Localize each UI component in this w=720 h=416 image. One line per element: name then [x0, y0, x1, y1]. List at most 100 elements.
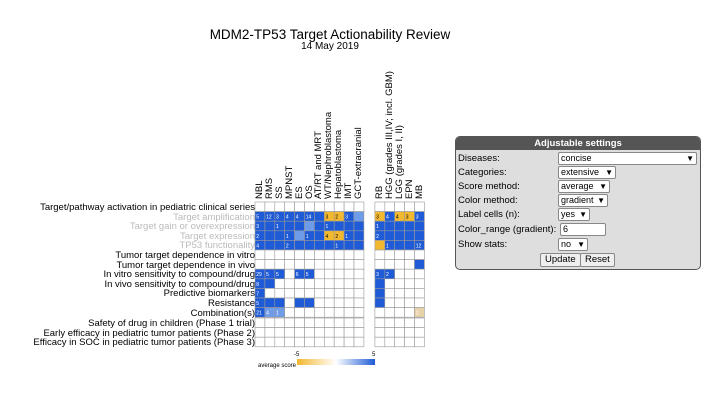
- heatmap-cell: [284, 249, 295, 260]
- heatmap-cell: [294, 336, 305, 348]
- chevron-down-icon: ▼: [597, 196, 605, 205]
- heatmap-cell: [404, 201, 415, 212]
- heatmap-cell: [343, 297, 355, 308]
- row-label: Safety of drug in children (Phase 1 tria…: [88, 318, 255, 329]
- heatmap-cell-count: 21: [256, 311, 262, 317]
- heatmap-cell-count: 6: [296, 272, 299, 278]
- heatmap-cell: [294, 288, 305, 299]
- categories-label: Categories:: [458, 167, 507, 178]
- heatmap-cell: [323, 278, 335, 289]
- color-method-select-value: gradient: [561, 195, 594, 205]
- heatmap-cell: [414, 249, 425, 260]
- heatmap-cell: [394, 278, 405, 289]
- heatmap-cell: [264, 336, 276, 348]
- color-range-input-value: 6: [563, 224, 569, 234]
- heatmap-cell-count: 2: [355, 272, 358, 278]
- categories-select[interactable]: extensive ▼: [558, 166, 616, 179]
- heatmap-cell: [254, 336, 266, 348]
- reset-button[interactable]: Reset: [580, 253, 615, 267]
- heatmap-cell: [274, 278, 285, 289]
- heatmap-cell: [404, 288, 415, 299]
- heatmap-cell: [294, 327, 305, 338]
- update-button[interactable]: Update: [540, 253, 581, 267]
- heatmap-cell-count: 3: [376, 215, 379, 221]
- heatmap-cell: [353, 297, 365, 308]
- heatmap-cell-count: 1: [335, 243, 338, 249]
- row-label: Tumor target dependence in vitro: [115, 250, 255, 261]
- heatmap-cell: [264, 278, 276, 289]
- heatmap-cell: [264, 259, 276, 270]
- heatmap-cell-count: 1: [306, 234, 309, 240]
- color-range-input[interactable]: 6: [560, 223, 606, 236]
- heatmap-cell: [314, 297, 325, 308]
- label-cells-label: Label cells (n):: [458, 209, 520, 220]
- heatmap-cell: [404, 268, 415, 280]
- heatmap-cell-count: 2: [256, 234, 259, 240]
- heatmap-cell: [323, 336, 335, 348]
- diseases-label: Diseases:: [458, 153, 500, 164]
- heatmap-cell: [374, 336, 386, 348]
- heatmap-cell: [394, 230, 405, 241]
- score-method-select[interactable]: average ▼: [558, 180, 610, 193]
- heatmap-cell: [274, 230, 285, 241]
- show-stats-select[interactable]: no ▼: [558, 238, 588, 251]
- heatmap-cell: [374, 288, 386, 299]
- page-date: 14 May 2019: [301, 41, 359, 52]
- heatmap-cell: [394, 220, 405, 232]
- heatmap-cell: [343, 307, 355, 318]
- heatmap-cell-count: 4: [296, 215, 299, 221]
- heatmap-cell: [384, 278, 395, 289]
- heatmap-cell-count: 3: [406, 215, 409, 221]
- heatmap-cell: [394, 288, 405, 299]
- heatmap-cell-count: 2: [416, 311, 419, 317]
- label-cells-select[interactable]: yes ▼: [558, 208, 590, 221]
- heatmap-cell-count: 12: [266, 215, 272, 221]
- row-label: Early efficacy in pediatric tumor patien…: [43, 327, 255, 339]
- heatmap-cell: [414, 297, 425, 308]
- heatmap-cell: [304, 317, 315, 328]
- heatmap-cell: [333, 317, 345, 328]
- settings-panel: Adjustable settings Diseases: concise ▼ …: [455, 136, 701, 270]
- heatmap-cell-count: 1: [276, 224, 279, 230]
- heatmap-cell: [404, 327, 415, 338]
- heatmap-cell: [343, 220, 355, 232]
- heatmap-cell: [333, 297, 345, 308]
- diseases-select[interactable]: concise ▼: [558, 152, 697, 165]
- heatmap-cell: [284, 288, 295, 299]
- heatmap-cell: [254, 201, 266, 212]
- score-method-label: Score method:: [458, 181, 520, 192]
- heatmap-cell-count: 3: [345, 215, 348, 221]
- heatmap-cell: [343, 288, 355, 299]
- heatmap-cell: [314, 240, 325, 251]
- legend-min-label: -5: [294, 352, 300, 358]
- heatmap-cell-count: 3: [256, 224, 259, 230]
- heatmap-cell: [374, 201, 386, 212]
- show-stats-label: Show stats:: [458, 239, 508, 250]
- heatmap-cell-count: 4: [396, 215, 399, 221]
- page-title: MDM2-TP53 Target Actionability Review: [209, 27, 451, 42]
- heatmap-cell: [353, 288, 365, 299]
- heatmap-cell: [333, 201, 345, 212]
- heatmap-cell: [384, 297, 395, 308]
- heatmap-cell: [264, 201, 276, 212]
- heatmap-cell: [414, 268, 425, 280]
- heatmap-cell-count: 29: [256, 272, 262, 278]
- heatmap-cell: [274, 249, 285, 260]
- heatmap-cell: [374, 307, 386, 318]
- heatmap-cell-count: 5: [266, 272, 269, 278]
- heatmap-cell: [314, 327, 325, 338]
- heatmap-cell-count: 2: [376, 234, 379, 240]
- heatmap-cell-count: 12: [416, 243, 422, 249]
- heatmap-cell-count: 4: [266, 311, 269, 317]
- heatmap-cell: [333, 307, 345, 318]
- heatmap-cell: [323, 201, 335, 212]
- color-method-select[interactable]: gradient ▼: [558, 194, 608, 207]
- heatmap-cell: [394, 307, 405, 318]
- heatmap-cell-count: 5: [296, 311, 299, 317]
- heatmap-cell: [394, 201, 405, 212]
- heatmap-cell: [353, 317, 365, 328]
- settings-panel-title: Adjustable settings: [456, 137, 700, 150]
- heatmap-cell: [294, 201, 305, 212]
- heatmap-cell: [333, 278, 345, 289]
